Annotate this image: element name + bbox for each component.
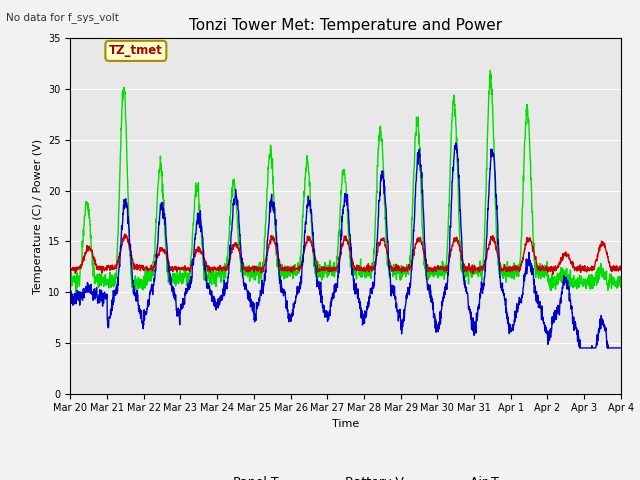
Air T <box>601 328 609 334</box>
Air T <box>319 309 327 315</box>
Panel T <box>72 289 80 295</box>
Battery V <box>500 267 508 273</box>
Panel T <box>95 275 102 281</box>
Panel T <box>335 236 342 241</box>
Line: Air T: Air T <box>70 143 621 348</box>
Battery V <box>121 231 129 237</box>
Panel T <box>500 269 508 275</box>
Air T <box>602 326 609 332</box>
Battery V <box>67 268 74 274</box>
Battery V <box>601 243 609 249</box>
Y-axis label: Temperature (C) / Power (V): Temperature (C) / Power (V) <box>33 138 43 294</box>
Air T <box>500 290 508 296</box>
Panel T <box>486 68 494 73</box>
Battery V <box>617 267 625 273</box>
Battery V <box>602 245 609 251</box>
Panel T <box>617 285 625 290</box>
Air T <box>452 140 460 146</box>
X-axis label: Time: Time <box>332 419 359 429</box>
Line: Panel T: Panel T <box>70 71 621 292</box>
Battery V <box>320 264 328 270</box>
Panel T <box>67 272 74 278</box>
Text: No data for f_sys_volt: No data for f_sys_volt <box>6 12 119 23</box>
Legend: Panel T, Battery V, Air T: Panel T, Battery V, Air T <box>187 471 504 480</box>
Battery V <box>95 265 102 271</box>
Air T <box>576 345 584 351</box>
Text: TZ_tmet: TZ_tmet <box>109 44 163 58</box>
Panel T <box>602 276 609 282</box>
Battery V <box>549 272 557 277</box>
Air T <box>67 292 74 298</box>
Panel T <box>601 273 609 278</box>
Air T <box>617 345 625 351</box>
Title: Tonzi Tower Met: Temperature and Power: Tonzi Tower Met: Temperature and Power <box>189 18 502 33</box>
Battery V <box>335 261 342 267</box>
Air T <box>334 275 342 280</box>
Line: Battery V: Battery V <box>70 234 621 275</box>
Air T <box>95 299 102 305</box>
Panel T <box>320 274 328 280</box>
